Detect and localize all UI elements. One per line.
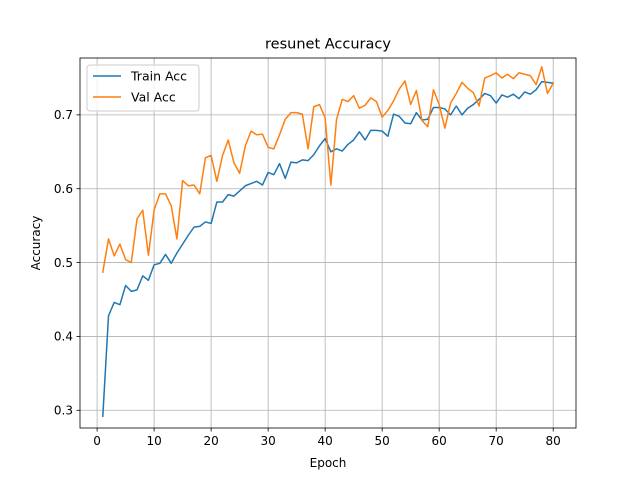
x-axis-title: Epoch <box>310 456 347 470</box>
y-tick-label: 0.4 <box>54 330 73 344</box>
chart-title: resunet Accuracy <box>265 37 391 53</box>
y-tick-label: 0.3 <box>54 404 73 418</box>
x-tick-label: 0 <box>93 434 101 448</box>
plot-frame <box>79 57 577 429</box>
legend-label-train-acc: Train Acc <box>130 69 187 84</box>
val-acc-line <box>101 66 555 274</box>
y-axis-title: Accuracy <box>29 216 43 271</box>
x-tick-label: 80 <box>546 434 561 448</box>
x-tick-label: 30 <box>260 434 275 448</box>
x-tick-label: 10 <box>146 434 161 448</box>
axis-ticks: 0 10 20 30 40 50 60 70 80 0.3 0.4 0.5 0.6 0.7 <box>54 108 561 448</box>
grid <box>80 58 576 428</box>
y-tick-label: 0.7 <box>54 108 73 122</box>
x-tick-label: 40 <box>318 434 333 448</box>
legend-label-val-acc: Val Acc <box>131 90 176 105</box>
x-tick-label: 60 <box>432 434 447 448</box>
x-tick-label: 20 <box>203 434 218 448</box>
series-lines <box>101 66 555 417</box>
legend: Train Acc Val Acc <box>86 64 200 112</box>
x-tick-label: 50 <box>375 434 390 448</box>
x-tick-label: 70 <box>489 434 504 448</box>
y-tick-label: 0.5 <box>54 256 73 270</box>
y-tick-label: 0.6 <box>54 182 73 196</box>
